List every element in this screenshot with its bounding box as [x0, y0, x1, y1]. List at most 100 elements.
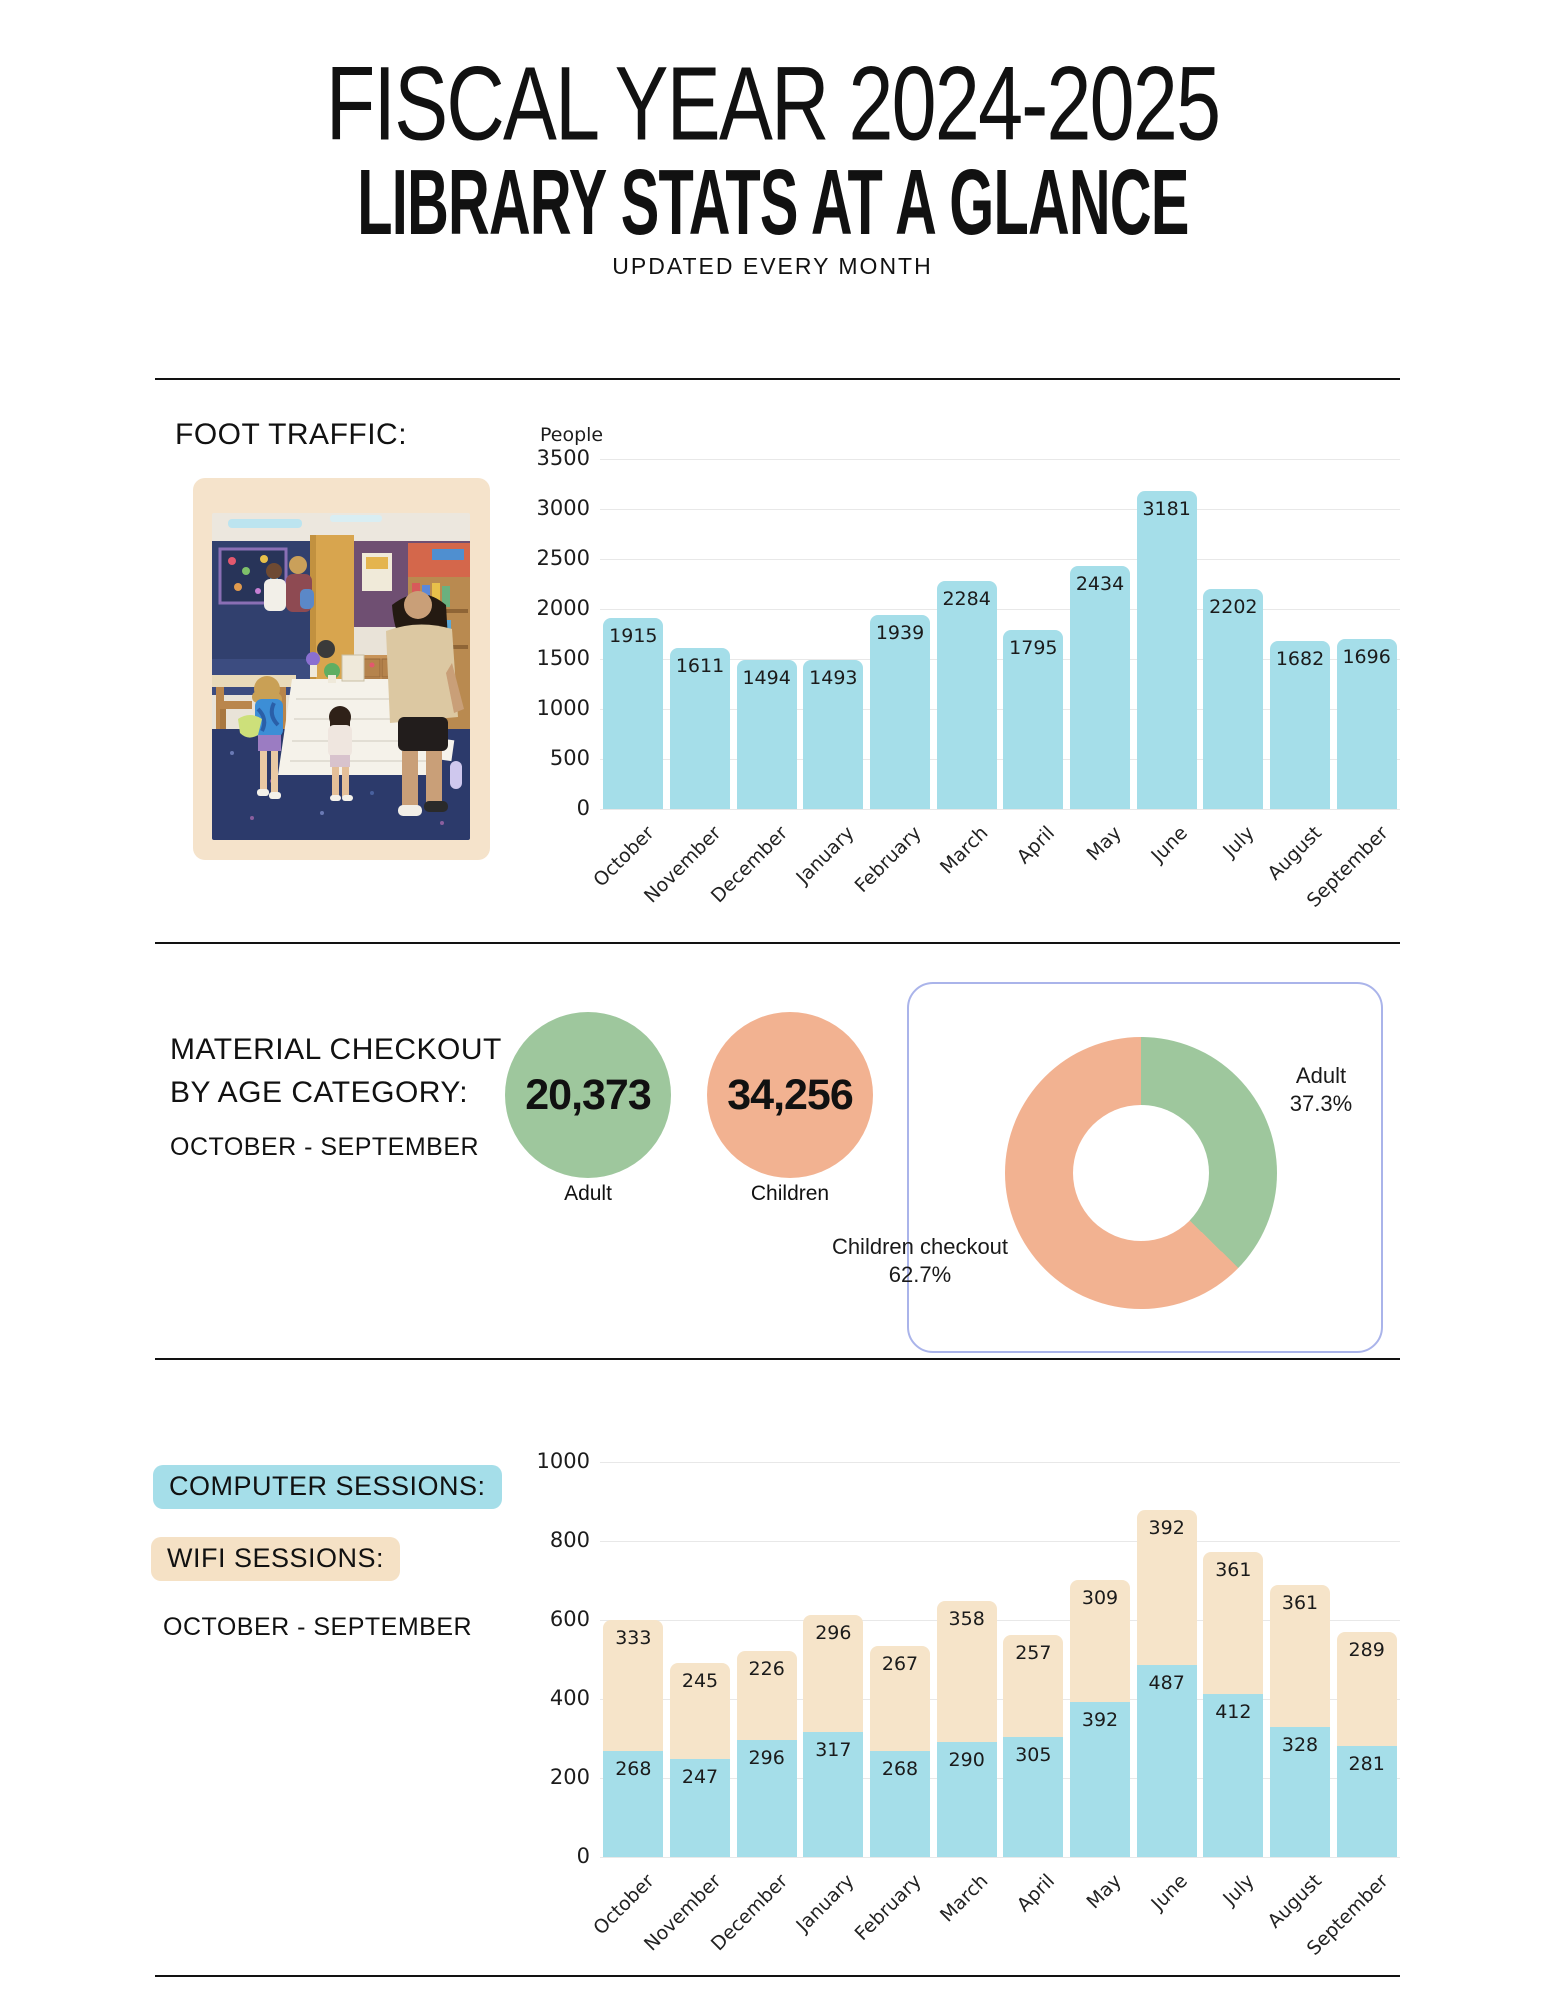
y-axis-tick: 1000 [536, 1449, 590, 1473]
x-axis-month-label: October [589, 822, 659, 892]
bar-value-label: 289 [1348, 1638, 1385, 1661]
bar-segment [1136, 1509, 1197, 1665]
section-divider-3 [155, 1358, 1400, 1360]
y-axis-tick: 400 [549, 1686, 590, 1710]
page-subtitle: LIBRARY STATS AT A GLANCE [356, 151, 1189, 255]
bar-segment [1336, 1746, 1397, 1857]
adult-checkout-label: Adult [564, 1182, 612, 1205]
y-axis-tick: 2500 [536, 546, 590, 570]
bar-segment [736, 1740, 797, 1857]
bar-segment [936, 1601, 997, 1743]
y-axis-tick: 200 [549, 1765, 590, 1789]
children-checkout-value: 34,256 [727, 1070, 854, 1119]
y-axis-tick: 600 [549, 1607, 590, 1631]
foot-traffic-photo [212, 513, 470, 840]
material-checkout-period: OCTOBER - SEPTEMBER [170, 1133, 480, 1161]
y-axis-tick: 1000 [536, 696, 590, 720]
material-checkout-heading: MATERIAL CHECKOUT BY AGE CATEGORY: [170, 1028, 502, 1114]
page-subtitle-row: LIBRARY STATS AT A GLANCE [0, 150, 1545, 255]
x-axis-month-label: January [792, 1870, 859, 1937]
gridline [600, 509, 1400, 510]
y-axis-tick: 3000 [536, 496, 590, 520]
section-divider-2 [155, 942, 1400, 944]
bar-segment [1070, 1580, 1130, 1703]
gridline [600, 809, 1400, 810]
page-tagline: UPDATED EVERY MONTH [612, 253, 933, 279]
gridline [600, 1778, 1400, 1779]
bar-segment [870, 615, 930, 809]
donut-children-pct: 62.7% [888, 1262, 952, 1287]
foot-traffic-heading: FOOT TRAFFIC: [175, 418, 408, 451]
donut-children-callout: Children checkout 62.7% [810, 1233, 1030, 1289]
bar-segment [936, 1742, 997, 1857]
x-axis-month-label: June [1147, 822, 1193, 867]
bar-segment [1270, 1584, 1330, 1728]
bar-value-label: 1493 [809, 666, 858, 689]
bar-value-label: 267 [881, 1652, 919, 1675]
material-checkout-heading-line1: MATERIAL CHECKOUT [170, 1033, 502, 1066]
x-axis-month-label: May [1082, 1870, 1126, 1914]
bar-value-label: 245 [681, 1669, 719, 1692]
bar-segment [1203, 1551, 1264, 1695]
sessions-chart: 0 200 400 600 800 1000 268 333 October 247 245 Nove… [537, 1449, 1400, 1960]
gridline [600, 1541, 1400, 1542]
bar-segment [1270, 640, 1330, 809]
donut-adult-callout: Adult 37.3% [1257, 1062, 1385, 1118]
bar-value-label: 309 [1081, 1587, 1119, 1610]
gridline [600, 759, 1400, 760]
bar-value-label: 290 [948, 1749, 985, 1772]
bar-segment [603, 617, 664, 809]
checkout-donut-chart [1005, 1037, 1277, 1309]
bar-segment [870, 1645, 930, 1752]
x-axis-month-label: February [850, 822, 926, 898]
bar-value-label: 2202 [1209, 595, 1258, 618]
bar-value-label: 2434 [1075, 572, 1125, 595]
x-axis-month-label: March [935, 822, 993, 879]
bar-segment [1270, 1727, 1330, 1857]
bar-segment [1070, 565, 1130, 809]
x-axis-month-label: July [1219, 1870, 1259, 1910]
material-checkout-heading-line2: BY AGE CATEGORY: [170, 1076, 469, 1109]
y-axis-tick: 1500 [536, 646, 590, 670]
bar-segment [1070, 1702, 1130, 1857]
bar-value-label: 2284 [942, 587, 991, 610]
bar-segment [736, 1650, 797, 1741]
bar-segment [670, 1662, 730, 1760]
bar-value-label: 1682 [1275, 647, 1325, 670]
bar-segment [1203, 1694, 1264, 1857]
bar-value-label: 361 [1215, 1558, 1252, 1581]
bar-value-label: 328 [1281, 1734, 1319, 1757]
bar-value-label: 392 [1081, 1709, 1119, 1732]
gridline [600, 709, 1400, 710]
bar-segment [736, 659, 797, 809]
bar-segment [1003, 1635, 1064, 1737]
bar-value-label: 281 [1348, 1753, 1385, 1775]
y-axis-tick: 500 [549, 746, 590, 770]
bar-segment [1336, 639, 1397, 809]
computer-sessions-heading: COMPUTER SESSIONS: [153, 1465, 502, 1509]
gridline [600, 459, 1400, 460]
gridline [600, 1620, 1400, 1621]
x-axis-month-label: February [850, 1870, 926, 1946]
bar-segment [603, 1751, 664, 1857]
bar-value-label: 317 [815, 1738, 852, 1761]
y-axis-tick: 3500 [536, 446, 590, 470]
x-axis-month-label: March [935, 1870, 993, 1927]
y-axis-tick: 800 [549, 1528, 590, 1552]
bar-value-label: 247 [681, 1766, 719, 1789]
children-checkout-label: Children [750, 1182, 830, 1205]
bar-segment [670, 647, 730, 809]
bar-value-label: 333 [615, 1626, 652, 1649]
bar-value-label: 1494 [742, 666, 791, 689]
bar-value-label: 257 [1015, 1642, 1052, 1664]
bar-segment [1003, 1736, 1064, 1857]
bar-value-label: 296 [748, 1747, 785, 1770]
library-photo-illustration [212, 513, 470, 840]
sessions-period: OCTOBER - SEPTEMBER [163, 1613, 473, 1641]
bar-value-label: 358 [948, 1608, 985, 1631]
bar-segment [803, 1614, 864, 1732]
bar-value-label: 1915 [609, 624, 658, 647]
bar-segment [1003, 629, 1064, 809]
adult-checkout-value: 20,373 [525, 1070, 652, 1119]
